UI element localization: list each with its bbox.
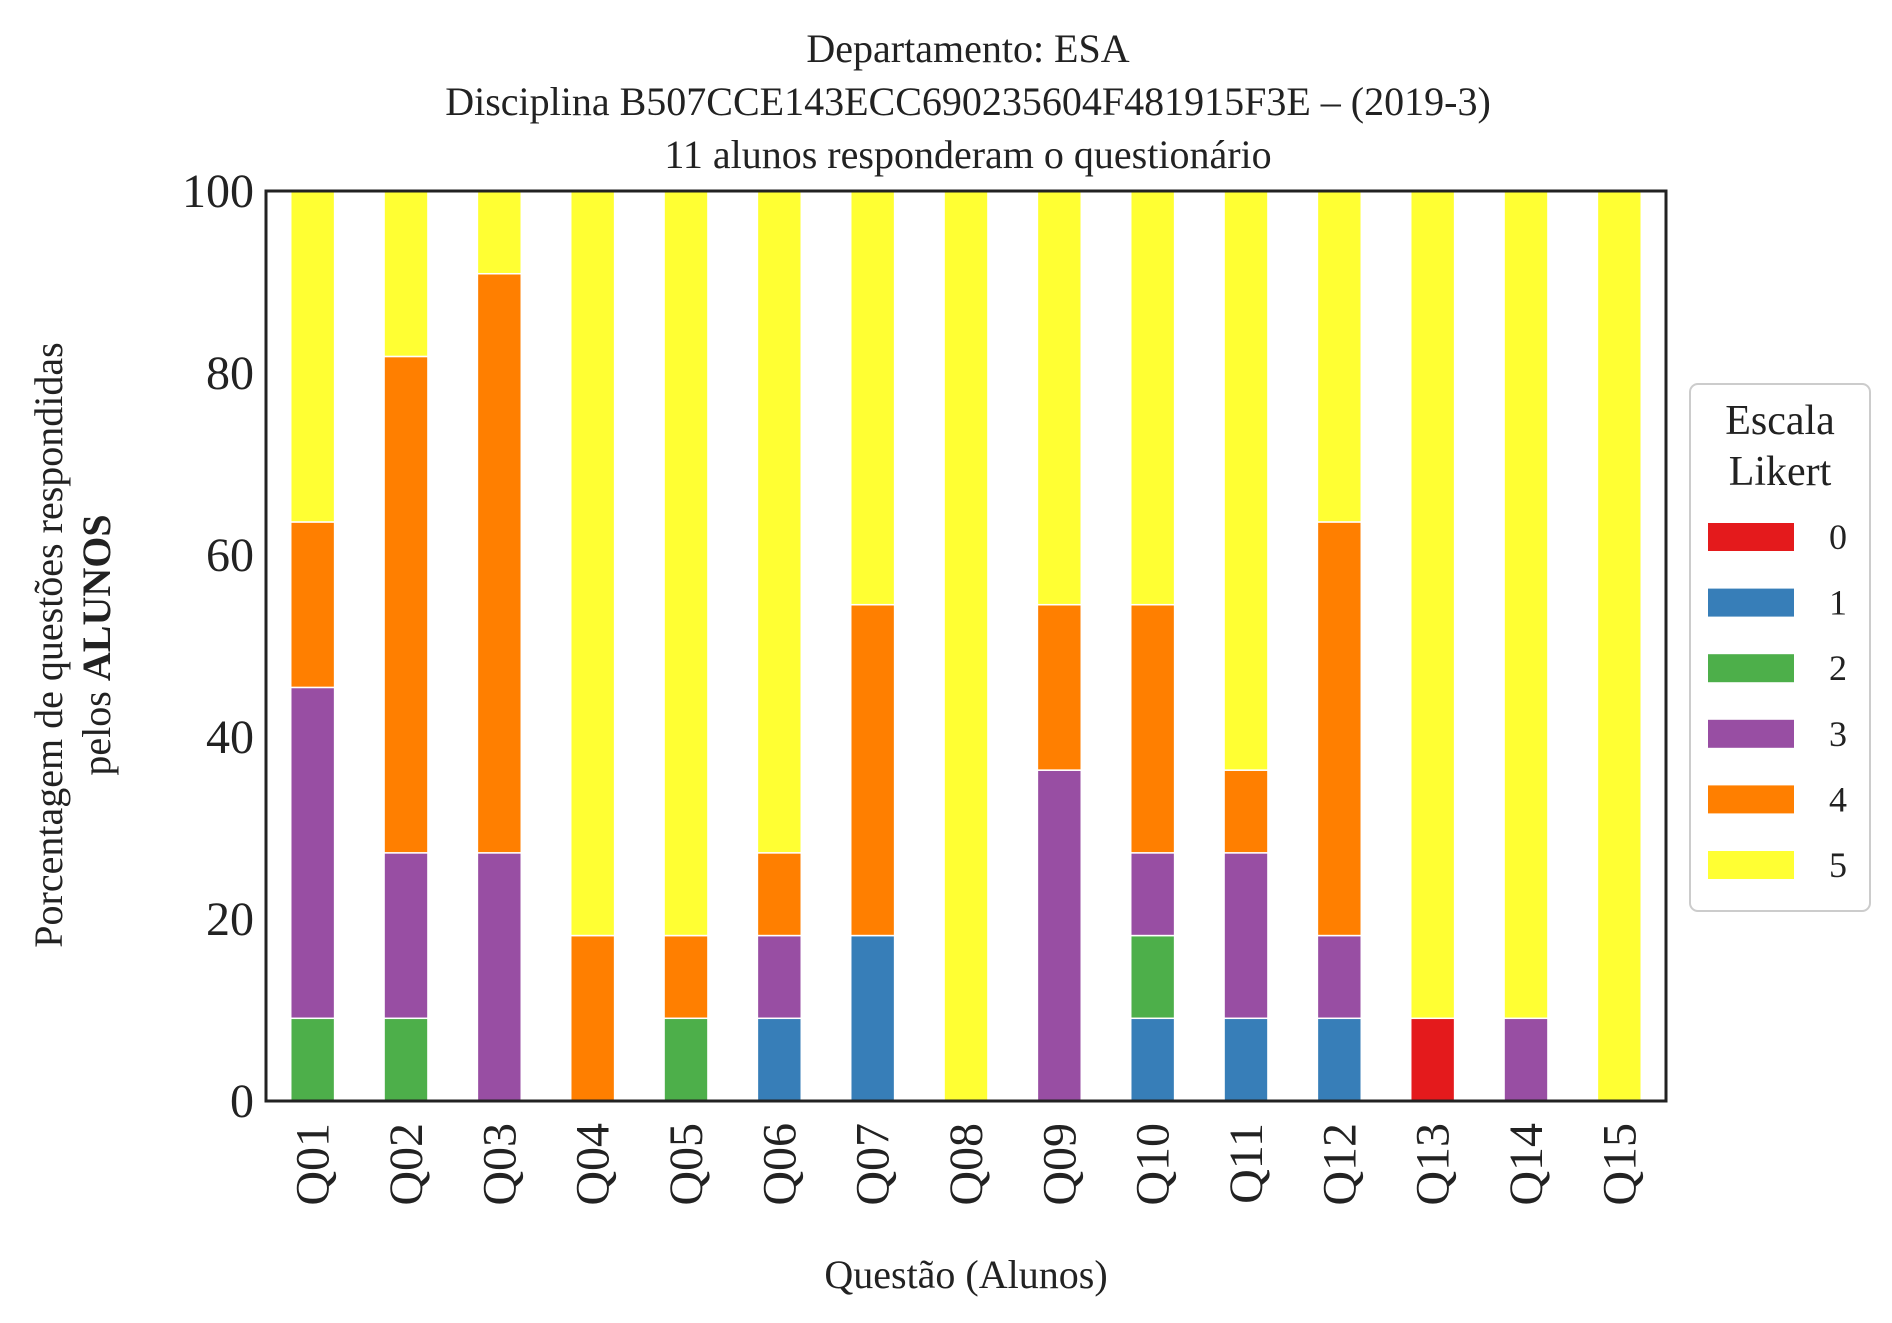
- legend-title-line-1: Escala: [1725, 398, 1835, 444]
- bar-q09-likert-3: [1036, 769, 1083, 1102]
- bar-q04-likert-4: [569, 934, 616, 1102]
- bar-q13-likert-5: [1409, 190, 1456, 1020]
- x-tick-label-q07: Q07: [847, 1123, 900, 1206]
- y-tick-label: 40: [206, 711, 254, 764]
- y-axis-ticks: 0 20 40 60 80 100: [182, 165, 254, 1128]
- bar-q03-likert-3: [476, 852, 523, 1102]
- chart-title-line-1: Departamento: ESA: [806, 26, 1129, 71]
- legend-box: [1689, 383, 1871, 912]
- bar-q11-likert-3: [1223, 852, 1269, 1020]
- bar-q11-likert-1: [1223, 1017, 1269, 1102]
- bar-q05-likert-5: [663, 190, 709, 937]
- legend-swatch-2: [1708, 654, 1794, 683]
- bar-q12-likert-3: [1316, 934, 1363, 1020]
- bar-q06-likert-5: [756, 190, 803, 854]
- legend-label-4: 4: [1829, 779, 1847, 819]
- legend-items: 0 1 2 3 4 5: [1708, 517, 1847, 885]
- bar-q07-likert-5: [849, 190, 896, 606]
- y-tick-label: 100: [182, 165, 254, 218]
- legend: Escala Likert 0 1 2 3 4 5: [1689, 383, 1871, 912]
- legend-swatch-4: [1708, 785, 1794, 814]
- bar-q05-likert-2: [663, 1017, 709, 1102]
- bar-q10-likert-4: [1129, 603, 1176, 854]
- bar-q06-likert-4: [756, 852, 803, 937]
- x-axis-label: Questão (Alunos): [824, 1252, 1107, 1297]
- bar-q07-likert-1: [849, 934, 896, 1102]
- x-tick-label-q06: Q06: [753, 1123, 806, 1206]
- legend-title-line-2: Likert: [1729, 449, 1832, 495]
- bar-q10-likert-3: [1129, 852, 1176, 937]
- chart-title: Departamento: ESA Disciplina B507CCE143E…: [445, 26, 1491, 177]
- bar-q01-likert-5: [289, 190, 336, 523]
- x-tick-label-q04: Q04: [567, 1123, 620, 1206]
- bar-q01-likert-3: [289, 686, 336, 1020]
- bar-q14-likert-5: [1503, 190, 1549, 1020]
- bars: [289, 190, 1643, 1102]
- legend-label-5: 5: [1829, 845, 1847, 885]
- legend-label-1: 1: [1829, 583, 1847, 623]
- legend-label-3: 3: [1829, 714, 1847, 754]
- x-tick-label-q15: Q15: [1593, 1123, 1646, 1206]
- bar-q09-likert-4: [1036, 603, 1083, 771]
- x-tick-label-q09: Q09: [1033, 1123, 1086, 1206]
- x-tick-label-q03: Q03: [473, 1123, 526, 1206]
- bar-q06-likert-1: [756, 1017, 803, 1102]
- bar-q11-likert-5: [1223, 190, 1269, 771]
- bar-q02-likert-2: [383, 1017, 429, 1102]
- x-tick-label-q08: Q08: [940, 1123, 993, 1206]
- x-tick-label-q01: Q01: [287, 1123, 340, 1206]
- legend-swatch-0: [1708, 523, 1794, 551]
- bar-q02-likert-3: [383, 852, 429, 1020]
- bar-q10-likert-2: [1129, 934, 1176, 1020]
- bar-q07-likert-4: [849, 603, 896, 937]
- legend-label-0: 0: [1829, 517, 1847, 557]
- x-tick-label-q10: Q10: [1127, 1123, 1180, 1206]
- y-axis-label-prefix: pelos: [74, 681, 119, 775]
- chart-title-line-3: 11 alunos responderam o questionário: [664, 132, 1271, 177]
- y-tick-label: 80: [206, 347, 254, 400]
- bar-q02-likert-5: [383, 190, 429, 358]
- bar-q14-likert-3: [1503, 1017, 1549, 1102]
- bar-q01-likert-4: [289, 521, 336, 689]
- bar-q09-likert-5: [1036, 190, 1083, 606]
- bar-q12-likert-4: [1316, 521, 1363, 937]
- bar-q01-likert-2: [289, 1017, 336, 1102]
- bar-q02-likert-4: [383, 355, 429, 854]
- x-tick-label-q14: Q14: [1500, 1123, 1553, 1206]
- plot-frame: [264, 189, 1668, 1103]
- bar-q03-likert-4: [476, 272, 523, 854]
- bar-q15-likert-5: [1596, 190, 1643, 1102]
- y-axis-label-bold: ALUNOS: [74, 514, 119, 681]
- y-axis-label-line-2: pelos ALUNOS: [74, 514, 119, 775]
- legend-swatch-3: [1708, 719, 1794, 748]
- y-tick-label: 0: [230, 1075, 254, 1128]
- legend-swatch-5: [1708, 851, 1794, 879]
- chart-title-line-2: Disciplina B507CCE143ECC690235604F481915…: [445, 79, 1491, 124]
- x-axis-ticks: Q01 Q02 Q03 Q04 Q05 Q06 Q07 Q08 Q09 Q10 Q11 Q12 Q13 Q…: [287, 1123, 1647, 1206]
- bar-q10-likert-1: [1129, 1017, 1176, 1102]
- x-tick-label-q02: Q02: [380, 1123, 433, 1206]
- bar-q03-likert-5: [476, 190, 523, 275]
- bar-q12-likert-1: [1316, 1017, 1363, 1102]
- bar-q06-likert-3: [756, 934, 803, 1020]
- y-axis-label-line-1: Porcentagem de questões respondidas: [26, 342, 71, 947]
- bar-q05-likert-4: [663, 934, 709, 1020]
- y-tick-label: 60: [206, 529, 254, 582]
- x-tick-label-q05: Q05: [660, 1123, 713, 1206]
- x-tick-label-q12: Q12: [1313, 1123, 1366, 1206]
- bar-q12-likert-5: [1316, 190, 1363, 523]
- bar-q04-likert-5: [569, 190, 616, 937]
- y-axis-label: Porcentagem de questões respondidas pelo…: [26, 342, 119, 947]
- bar-q10-likert-5: [1129, 190, 1176, 606]
- x-tick-label-q13: Q13: [1407, 1123, 1460, 1206]
- x-tick-label-q11: Q11: [1220, 1123, 1273, 1204]
- legend-label-2: 2: [1829, 648, 1847, 688]
- bar-q13-likert-0: [1409, 1017, 1456, 1102]
- legend-swatch-1: [1708, 588, 1794, 617]
- bar-q08-likert-5: [943, 190, 989, 1102]
- y-tick-label: 20: [206, 893, 254, 946]
- bar-q11-likert-4: [1223, 769, 1269, 854]
